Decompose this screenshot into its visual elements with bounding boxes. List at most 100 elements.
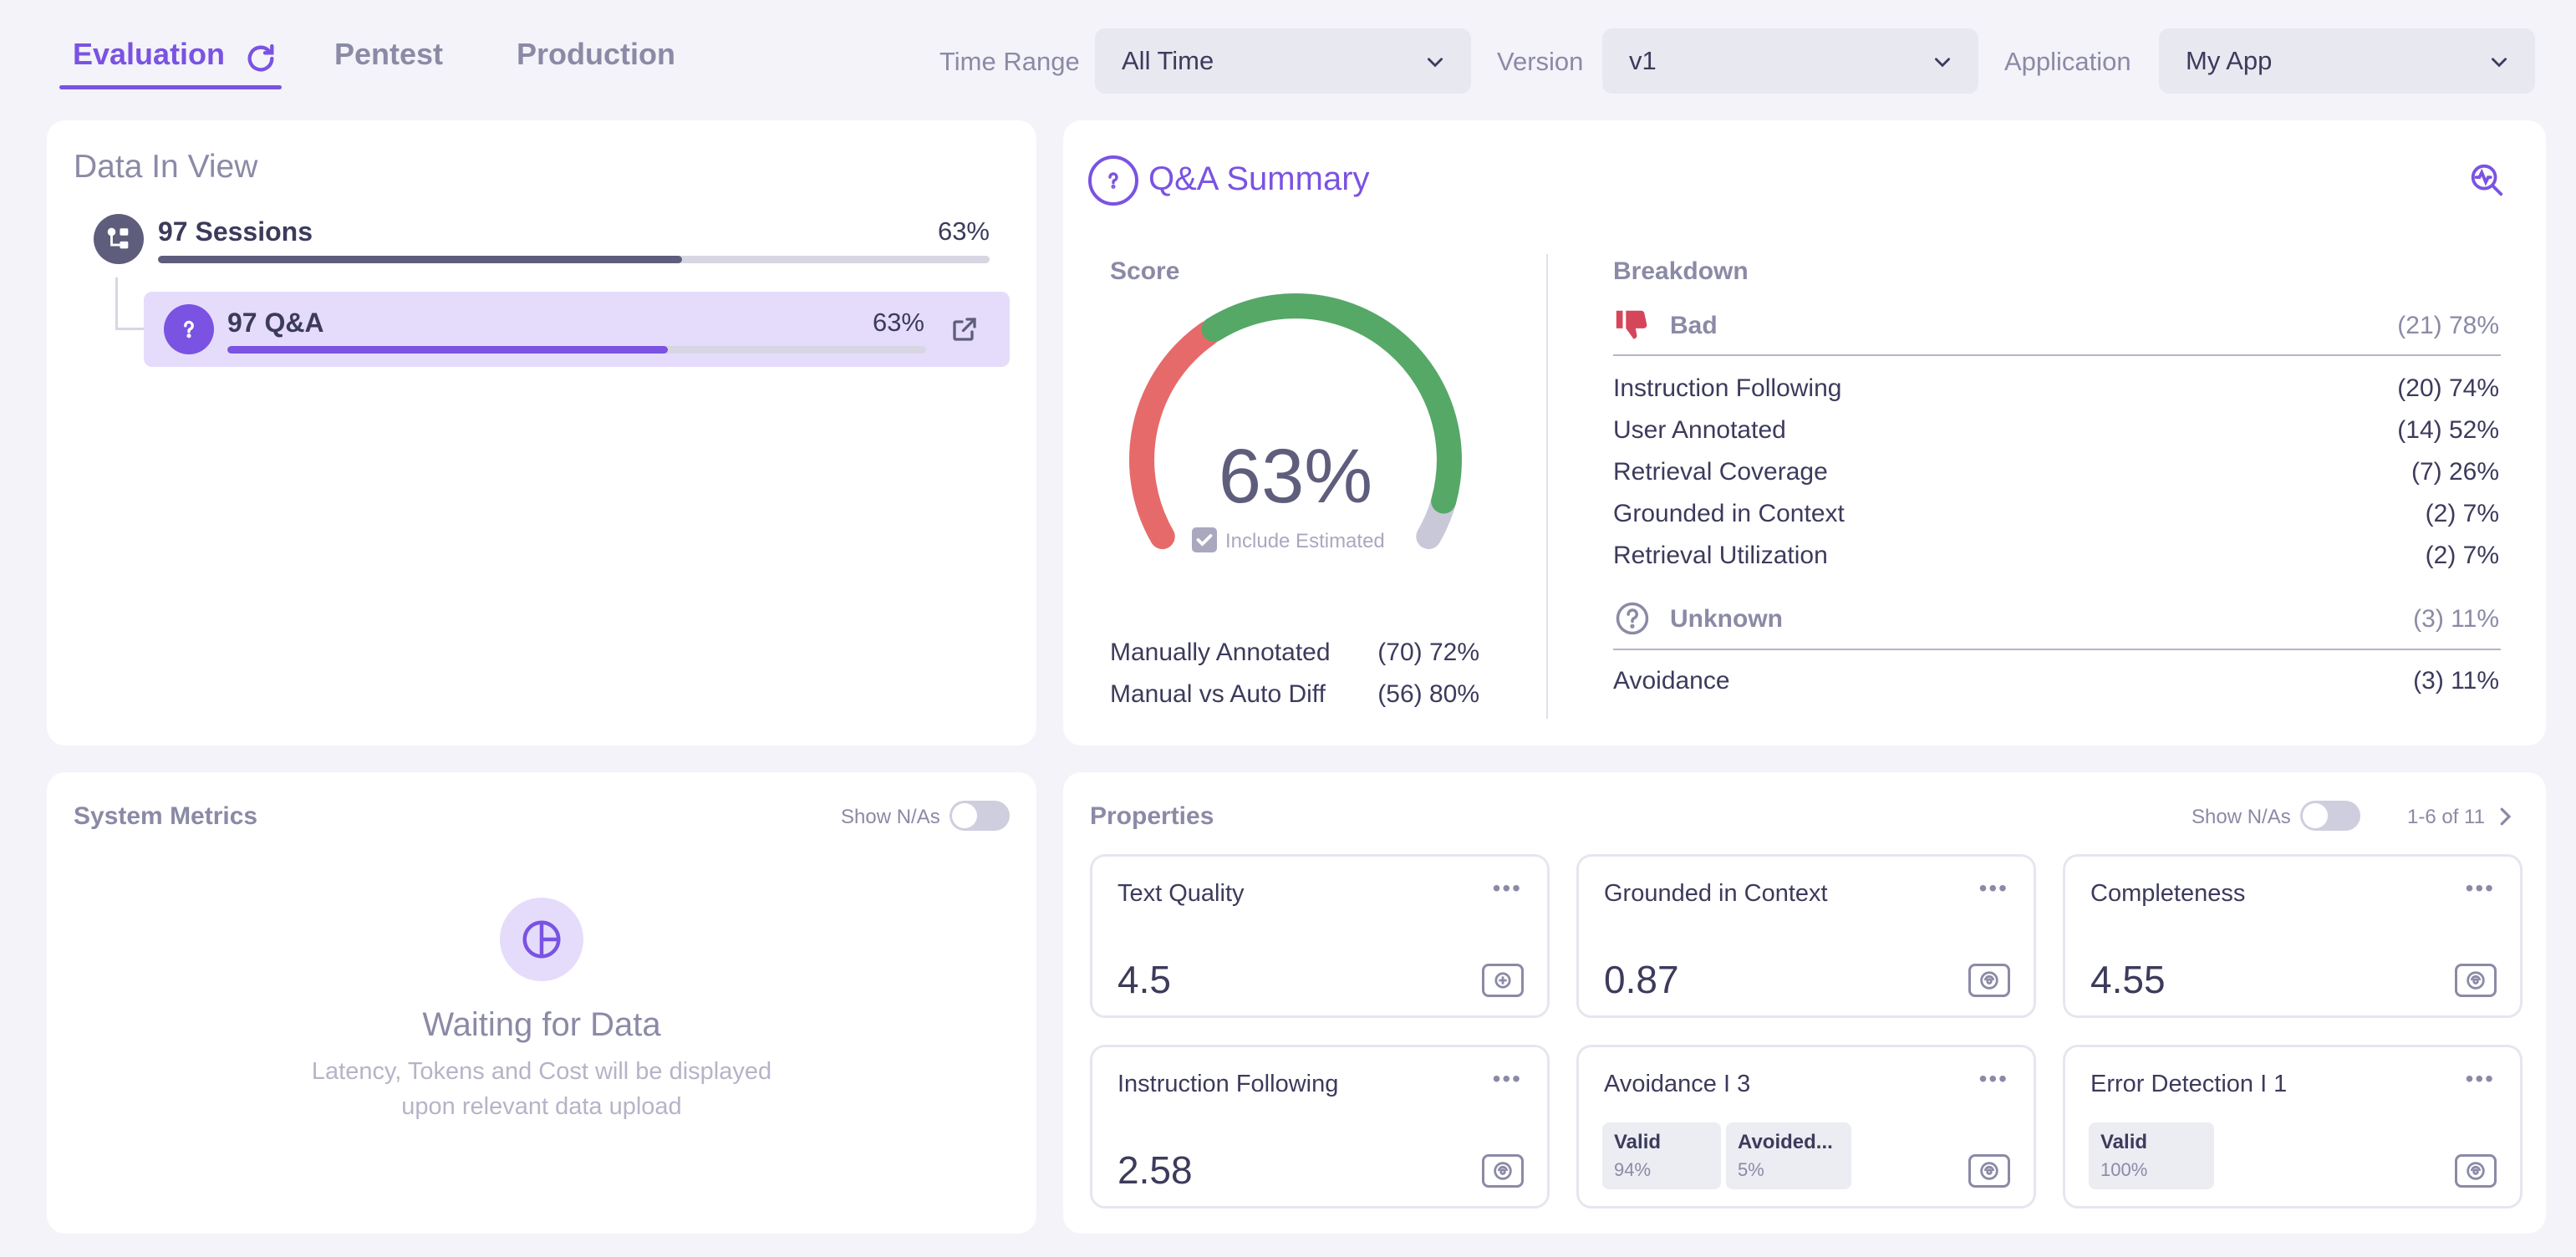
chip-pct: 5% <box>1738 1159 1764 1180</box>
chip-name: Valid <box>1614 1131 1662 1153</box>
refresh-icon[interactable] <box>244 42 277 75</box>
llm-icon <box>2455 964 2497 997</box>
application-select[interactable]: My App <box>2159 28 2535 94</box>
category-chip: Valid 100% <box>2089 1122 2214 1189</box>
vertical-divider <box>1546 254 1548 719</box>
breakdown-row-label: User Annotated <box>1613 416 1786 444</box>
property-name: Text Quality <box>1117 880 1245 907</box>
open-external-icon[interactable] <box>949 314 980 344</box>
show-nas-label: Show N/As <box>841 806 940 828</box>
data-in-view-title: Data In View <box>74 149 258 185</box>
qa-summary-card <box>1063 120 2546 746</box>
qa-progress <box>227 346 926 354</box>
sessions-icon <box>94 214 144 264</box>
time-range-value: All Time <box>1122 46 1214 75</box>
property-card[interactable]: Completeness ••• 4.55 <box>2063 854 2523 1018</box>
property-value: 0.87 <box>1604 958 1679 1001</box>
analyze-icon[interactable] <box>2467 160 2506 199</box>
property-name: Error Detection I 1 <box>2090 1071 2288 1097</box>
chart-pie-icon <box>500 898 583 981</box>
breakdown-row-label: Retrieval Coverage <box>1613 458 1828 486</box>
chevron-right-icon[interactable] <box>2492 804 2517 829</box>
include-estimated-checkbox[interactable] <box>1192 527 1217 552</box>
chip-name: Avoided... <box>1738 1131 1833 1153</box>
property-name: Completeness <box>2090 880 2246 907</box>
llm-icon <box>1482 1154 1524 1188</box>
breakdown-row-value: (2) 7% <box>2425 500 2499 527</box>
thumbs-down-icon <box>1616 310 1647 339</box>
property-card[interactable]: Error Detection I 1 ••• Valid 100% <box>2063 1045 2523 1209</box>
manually-annotated-label: Manually Annotated <box>1110 639 1331 666</box>
tab-production[interactable]: Production <box>517 37 675 71</box>
breakdown-row-label: Avoidance <box>1613 667 1730 695</box>
show-nas-label: Show N/As <box>2192 806 2291 828</box>
more-options-icon[interactable]: ••• <box>2465 875 2495 901</box>
qa-row[interactable] <box>144 292 1010 367</box>
unknown-label: Unknown <box>1670 605 1783 633</box>
category-chip: Avoided... 5% <box>1726 1122 1851 1189</box>
breakdown-row-value: (3) 11% <box>2413 667 2499 695</box>
more-options-icon[interactable]: ••• <box>1978 875 2008 901</box>
manually-annotated-value: (70) 72% <box>1377 639 1479 666</box>
show-nas-toggle[interactable] <box>2300 801 2360 831</box>
tab-underline <box>59 85 282 89</box>
property-card[interactable]: Grounded in Context ••• 0.87 <box>1576 854 2036 1018</box>
question-icon <box>164 304 214 354</box>
version-value: v1 <box>1629 46 1657 75</box>
data-in-view-card <box>47 120 1036 746</box>
property-card[interactable]: Text Quality ••• 4.5 <box>1090 854 1550 1018</box>
more-options-icon[interactable]: ••• <box>2465 1066 2495 1092</box>
waiting-line: upon relevant data upload <box>401 1093 682 1120</box>
version-select[interactable]: v1 <box>1602 28 1978 94</box>
unknown-divider <box>1613 649 2501 650</box>
breakdown-row-value: (2) 7% <box>2425 542 2499 569</box>
property-card[interactable]: Instruction Following ••• 2.58 <box>1090 1045 1550 1209</box>
qa-label: 97 Q&A <box>227 308 324 338</box>
more-options-icon[interactable]: ••• <box>1978 1066 2008 1092</box>
qa-summary-title: Q&A Summary <box>1148 160 1370 197</box>
property-value: 4.55 <box>2090 958 2166 1001</box>
property-value: 4.5 <box>1117 958 1171 1001</box>
chevron-down-icon <box>2492 58 2507 68</box>
system-metrics-title: System Metrics <box>74 802 258 830</box>
sessions-progress <box>158 256 990 263</box>
gauge-bad-arc <box>1129 321 1220 549</box>
waiting-line: Latency, Tokens and Cost will be display… <box>311 1058 772 1085</box>
version-label: Version <box>1497 47 1584 76</box>
show-nas-toggle[interactable] <box>949 801 1010 831</box>
breakdown-row-label: Grounded in Context <box>1613 500 1845 527</box>
system-metrics-card <box>47 772 1036 1234</box>
llm-icon <box>2455 1154 2497 1188</box>
bad-divider <box>1613 354 2501 356</box>
more-options-icon[interactable]: ••• <box>1492 875 1522 901</box>
more-options-icon[interactable]: ••• <box>1492 1066 1522 1092</box>
score-type-icon <box>1482 964 1524 997</box>
manual-vs-auto-value: (56) 80% <box>1377 680 1479 708</box>
score-value: 63% <box>1218 434 1373 519</box>
breakdown-row-value: (20) 74% <box>2397 374 2499 402</box>
property-name: Grounded in Context <box>1604 880 1828 907</box>
property-card[interactable]: Avoidance I 3 ••• Valid 94% Avoided... 5… <box>1576 1045 2036 1209</box>
question-icon <box>1088 155 1138 206</box>
sessions-pct: 63% <box>937 216 990 246</box>
tab-pentest[interactable]: Pentest <box>334 37 444 71</box>
unknown-value: (3) 11% <box>2413 605 2499 633</box>
time-range-select[interactable]: All Time <box>1095 28 1471 94</box>
pagination-label: 1-6 of 11 <box>2407 806 2485 828</box>
tree-connector <box>115 328 145 330</box>
breakdown-row-label: Retrieval Utilization <box>1613 542 1828 569</box>
question-circle-icon <box>1616 602 1649 635</box>
chip-pct: 94% <box>1614 1159 1652 1180</box>
properties-title: Properties <box>1090 802 1214 830</box>
chevron-down-icon <box>1428 58 1443 68</box>
chevron-down-icon <box>1935 58 1950 68</box>
application-label: Application <box>2004 47 2131 76</box>
bad-value: (21) 78% <box>2397 312 2499 339</box>
sessions-label: 97 Sessions <box>158 216 313 247</box>
tab-evaluation[interactable]: Evaluation <box>73 37 226 71</box>
property-value: 2.58 <box>1117 1148 1193 1192</box>
llm-icon <box>1968 964 2010 997</box>
chip-name: Valid <box>2100 1131 2148 1153</box>
score-gauge <box>1129 293 1462 549</box>
breakdown-row-value: (14) 52% <box>2397 416 2499 444</box>
